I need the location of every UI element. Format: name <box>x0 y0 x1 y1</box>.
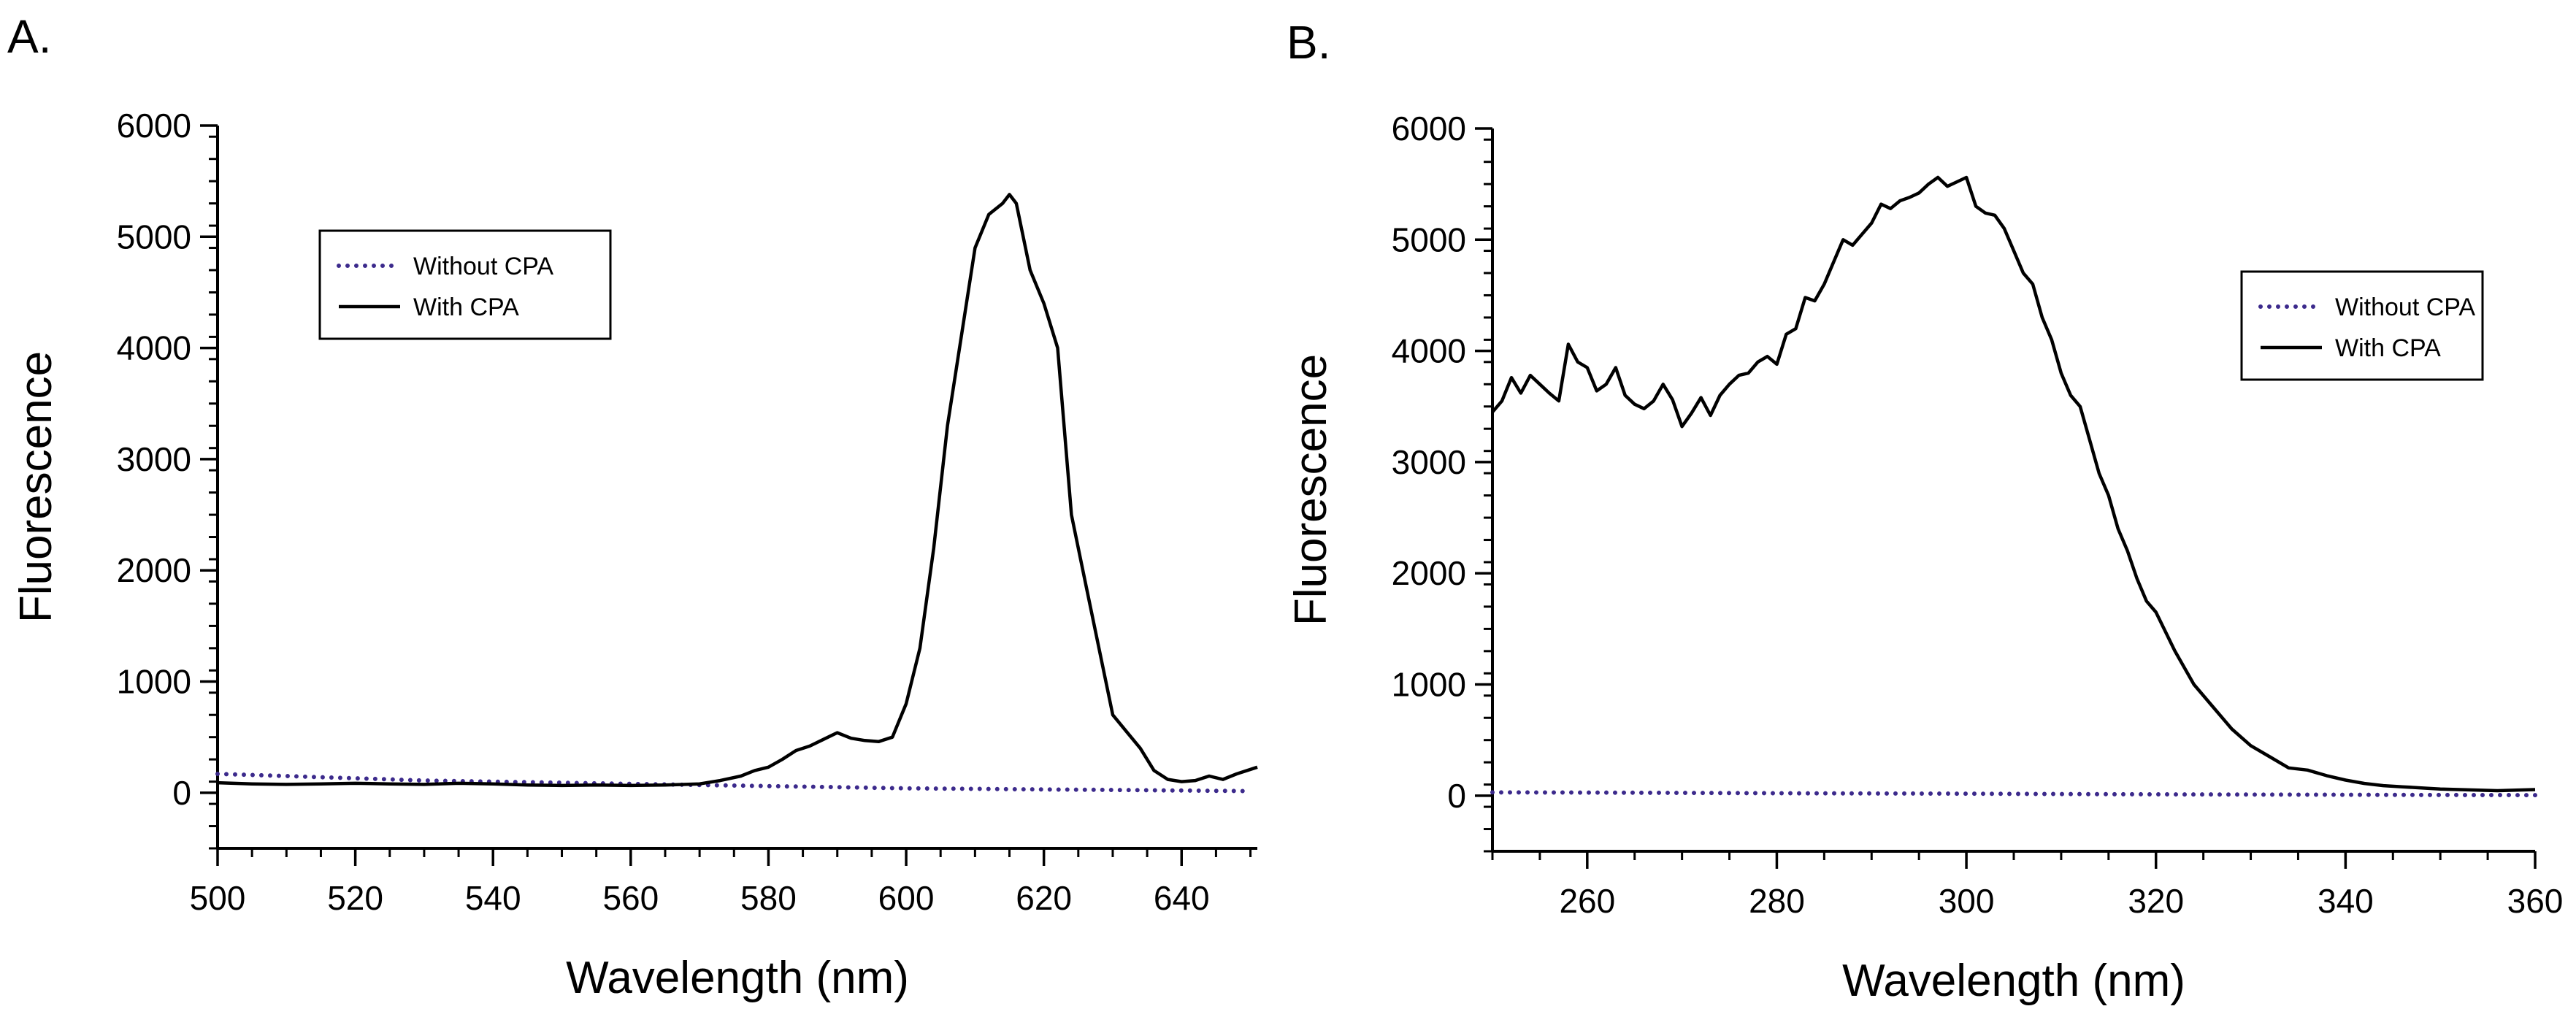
x-tick-label: 280 <box>1749 882 1805 920</box>
x-tick-label: 300 <box>1939 882 1995 920</box>
x-tick-label: 540 <box>465 879 521 917</box>
x-tick-label: 320 <box>2128 882 2184 920</box>
legend-box <box>318 229 612 340</box>
legend-label: Without CPA <box>2335 293 2475 321</box>
y-tick-label: 3000 <box>117 440 191 478</box>
series-line-without-cpa <box>215 772 1253 794</box>
plot-a-content: 0 1000 2000 3000 4000 5000 6000 500 520 540 560 580… <box>11 107 1258 1003</box>
series-line-without-cpa <box>1490 790 2537 798</box>
y-tick-label: 0 <box>172 774 191 812</box>
x-tick-label: 640 <box>1154 879 1210 917</box>
x-tick-label: 620 <box>1016 879 1072 917</box>
panel-label-a: A. <box>7 10 51 63</box>
x-tick-label: 340 <box>2318 882 2374 920</box>
legend-label: Without CPA <box>413 253 553 280</box>
y-tick-label: 4000 <box>117 329 191 367</box>
x-tick-label: 260 <box>1559 882 1615 920</box>
legend-a: Without CPA With CPA <box>318 229 612 340</box>
x-tick-label: 560 <box>602 879 659 917</box>
y-tick-label: 1000 <box>1392 666 1466 704</box>
y-tick-label: 1000 <box>117 663 191 701</box>
panel-a: A. 0 1000 2000 3000 4000 5000 6000 500 520 540 560… <box>7 10 1258 1003</box>
y-tick-label: 0 <box>1447 777 1466 815</box>
series-line-with-cpa <box>217 193 1258 788</box>
y-tick-label: 3000 <box>1392 443 1466 481</box>
x-tick-label: 580 <box>740 879 797 917</box>
y-tick-label: 4000 <box>1392 332 1466 370</box>
y-tick-label: 6000 <box>117 107 191 145</box>
y-tick-label: 5000 <box>117 218 191 256</box>
x-axis-title: Wavelength (nm) <box>566 953 909 1003</box>
x-tick-label: 600 <box>878 879 935 917</box>
panel-b: B. 0 1000 2000 3000 4000 5000 6000 260 280 300 320… <box>1286 16 2563 1006</box>
legend-b: Without CPA With CPA <box>2240 270 2484 381</box>
legend-label: With CPA <box>413 293 519 321</box>
x-tick-label: 360 <box>2507 882 2564 920</box>
legend-box <box>2240 270 2484 381</box>
x-tick-label: 500 <box>190 879 246 917</box>
y-axis-title: Fluorescence <box>11 351 61 623</box>
series-line-with-cpa <box>1491 175 2536 793</box>
plot-b-content: 0 1000 2000 3000 4000 5000 6000 260 280 300 320 340… <box>1286 110 2563 1006</box>
y-tick-label: 2000 <box>1392 554 1466 592</box>
legend-label: With CPA <box>2335 334 2441 362</box>
y-axis-title: Fluorescence <box>1286 354 1336 626</box>
panel-label-b: B. <box>1287 16 1330 69</box>
x-axis-title: Wavelength (nm) <box>1842 956 2185 1006</box>
y-tick-label: 5000 <box>1392 220 1466 258</box>
x-tick-label: 520 <box>327 879 383 917</box>
y-tick-label: 2000 <box>117 551 191 589</box>
y-tick-label: 6000 <box>1392 110 1466 147</box>
